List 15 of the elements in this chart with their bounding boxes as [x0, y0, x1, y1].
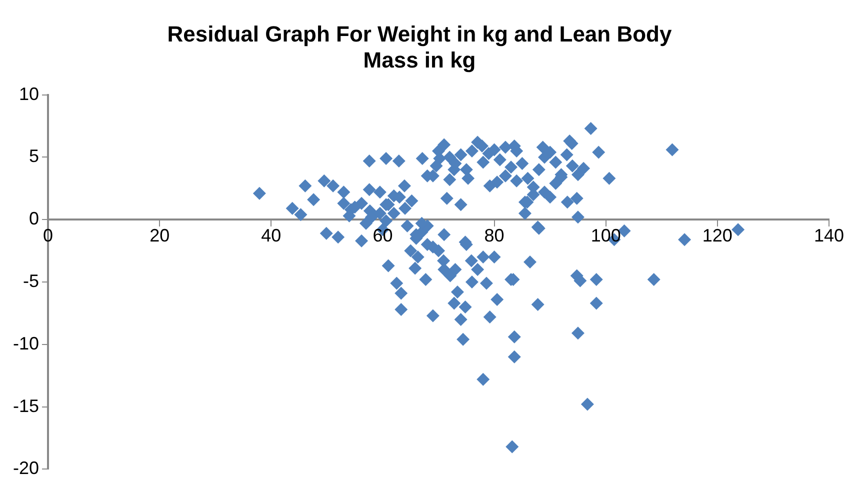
y-tick-label: 10: [18, 84, 40, 104]
x-tick-label: 0: [43, 226, 54, 246]
y-tick-label: -20: [13, 458, 40, 478]
y-tick-label: -10: [13, 333, 40, 354]
x-tick-label: 20: [150, 226, 170, 246]
y-tick-label: 5: [29, 146, 40, 166]
x-tick-label: 140: [814, 226, 844, 246]
x-tick-label: 40: [261, 226, 282, 246]
x-tick-label: 60: [372, 226, 393, 246]
y-tick-label: -15: [13, 396, 40, 416]
x-tick-label: 80: [484, 226, 504, 246]
y-tick-label: -5: [23, 270, 40, 291]
x-tick-label: 120: [702, 226, 732, 246]
y-tick-label: 0: [29, 208, 40, 229]
chart-title: Residual Graph For Weight in kg and Lean Body Mass in kg: [167, 21, 672, 73]
